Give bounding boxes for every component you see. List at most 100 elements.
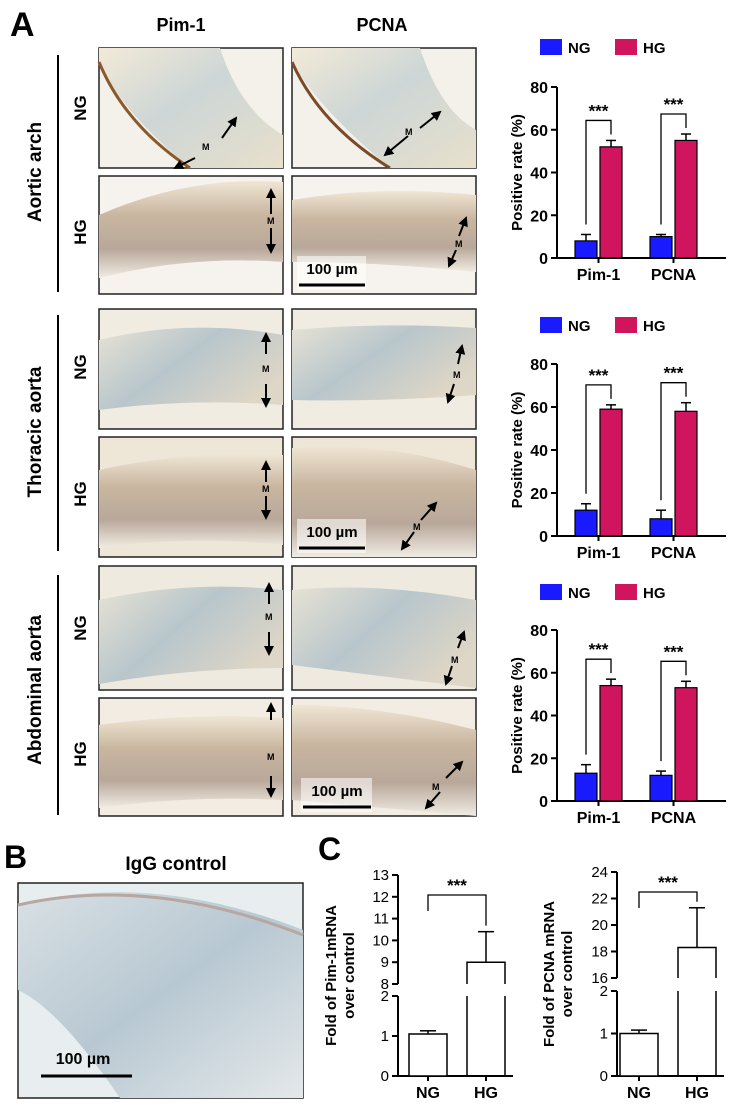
y-tick-label: 80: [530, 623, 548, 640]
significance-label: ***: [589, 640, 609, 659]
micrograph-aortic-arch-ng-pcna: [290, 47, 477, 170]
legend-label-hg: HG: [643, 318, 666, 335]
y-tick-label: 1: [381, 1028, 389, 1045]
bar-hg: [674, 410, 698, 537]
group-label-abdominal-aorta: Abdominal aorta: [25, 615, 46, 765]
micrograph-abdominal-aorta-ng-pcna: [291, 565, 477, 691]
y-tick-label: 40: [530, 166, 548, 183]
y-axis-title: over control: [559, 931, 576, 1018]
y-tick-label: 9: [381, 954, 389, 971]
medial-layer-mark: M: [451, 655, 459, 665]
bar-hg: [599, 146, 623, 259]
bar-ng: [574, 772, 598, 802]
y-tick-label: 10: [372, 932, 389, 949]
row-label-hg: HG: [71, 741, 90, 767]
significance-label: ***: [658, 873, 678, 892]
x-tick-label: HG: [685, 1085, 709, 1102]
y-tick-label: 20: [591, 917, 608, 934]
legend-swatch-hg: [615, 317, 637, 333]
x-tick-label: NG: [416, 1085, 440, 1102]
significance-label: ***: [664, 364, 684, 383]
bar: [619, 1032, 659, 1077]
x-tick-label: NG: [627, 1085, 651, 1102]
y-tick-label: 1: [600, 1026, 608, 1043]
bar-ng: [649, 774, 673, 802]
col-header-pim1: Pim-1: [156, 15, 205, 35]
y-tick-label: 22: [591, 891, 608, 908]
y-tick-label: 2: [600, 983, 608, 1000]
scale-bar: 100 µm: [41, 1051, 132, 1078]
legend-label-ng: NG: [568, 585, 591, 602]
x-tick-label: Pim-1: [577, 267, 621, 284]
significance-bracket: [638, 891, 698, 908]
row-label-ng: NG: [71, 354, 90, 380]
significance-label: ***: [589, 366, 609, 385]
medial-layer-mark: M: [267, 216, 275, 226]
scale-bar: 100 µm: [297, 256, 366, 290]
y-tick-label: 2: [381, 988, 389, 1005]
y-tick-label: 8: [381, 976, 389, 993]
y-axis-title: Positive rate (%): [509, 114, 526, 231]
group-label-thoracic-aorta: Thoracic aorta: [25, 366, 46, 497]
micrograph-abdominal-aorta-ng-pim1: [98, 565, 284, 691]
medial-layer-mark: M: [453, 370, 461, 380]
x-tick-label: Pim-1: [577, 810, 621, 827]
legend-swatch-ng: [540, 584, 562, 600]
micrograph-thoracic-aorta-ng-pim1: [98, 308, 284, 430]
x-tick-label: PCNA: [651, 267, 697, 284]
y-tick-label: 20: [530, 751, 548, 768]
y-tick-label: 80: [530, 357, 548, 374]
significance-bracket: [585, 119, 612, 225]
scale-bar: 100 µm: [301, 778, 372, 812]
bar-lower-segment: [677, 991, 717, 1076]
bar-hg: [674, 139, 698, 259]
significance-bracket: [585, 658, 612, 755]
bar-hg: [599, 684, 623, 802]
y-tick-label: 24: [591, 864, 608, 881]
bar-upper-segment: [466, 961, 506, 984]
y-tick-label: 0: [381, 1068, 389, 1085]
significance-bracket: [660, 113, 687, 225]
y-tick-label: 0: [539, 529, 548, 546]
y-tick-label: 80: [530, 80, 548, 97]
y-axis-title: Fold of Pim-1mRNA: [323, 905, 340, 1046]
row-label-hg: HG: [71, 219, 90, 245]
medial-layer-mark: M: [267, 752, 275, 762]
significance-bracket: [427, 894, 487, 926]
legend-swatch-ng: [540, 39, 562, 55]
significance-label: ***: [664, 642, 684, 661]
legend-label-hg: HG: [643, 585, 666, 602]
y-tick-label: 60: [530, 400, 548, 417]
y-tick-label: 16: [591, 970, 608, 987]
igg-control-title: IgG control: [125, 854, 226, 875]
bar-hg: [674, 687, 698, 802]
x-tick-label: PCNA: [651, 545, 697, 562]
legend-swatch-ng: [540, 317, 562, 333]
row-label-ng: NG: [71, 95, 90, 121]
y-axis-title: Positive rate (%): [509, 657, 526, 774]
medial-layer-mark: M: [455, 239, 463, 249]
micrograph-thoracic-aorta-hg-pim1: [98, 436, 284, 558]
bar-ng: [649, 236, 673, 259]
bar-chart-A-thoracic-aorta: NG HG 0 20 40 60 80 Positive rate (%) Pim-1 *** PC…: [509, 317, 726, 562]
micrograph-aortic-arch-hg-pim1: [98, 175, 284, 295]
significance-bracket: [585, 384, 612, 494]
medial-layer-mark: M: [262, 484, 270, 494]
legend-swatch-hg: [615, 584, 637, 600]
medial-layer-mark: M: [262, 364, 270, 374]
y-tick-label: 60: [530, 666, 548, 683]
y-tick-label: 20: [530, 208, 548, 225]
micrograph-abdominal-aorta-hg-pim1: [98, 697, 284, 817]
significance-label: ***: [447, 876, 467, 895]
significance-label: ***: [664, 95, 684, 114]
micrograph-igg-control: [17, 882, 304, 1099]
y-axis-title: Positive rate (%): [509, 392, 526, 509]
legend-label-ng: NG: [568, 40, 591, 57]
bar-chart-C-right: 0 1 216 18 20 22 24 Fold of PCNA mRNA over contr…: [541, 864, 724, 1102]
significance-label: ***: [589, 101, 609, 120]
col-header-pcna: PCNA: [356, 15, 407, 35]
scale-bar: 100 µm: [297, 519, 366, 553]
medial-layer-mark: M: [405, 127, 413, 137]
scale-bar-label: 100 µm: [56, 1051, 111, 1068]
